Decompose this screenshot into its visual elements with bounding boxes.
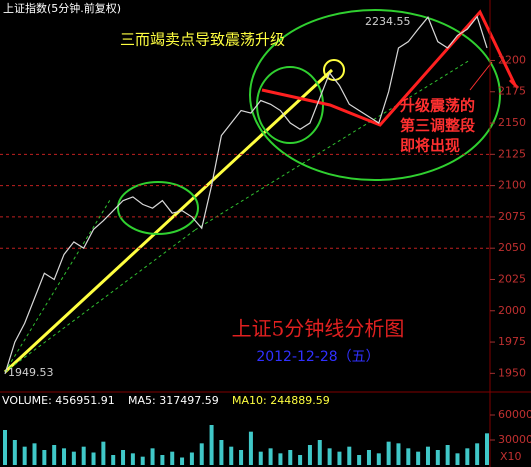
y-tick-label: 2075 bbox=[498, 210, 526, 223]
volume-bar bbox=[366, 450, 371, 465]
volume-bar bbox=[288, 450, 293, 465]
volume-bar bbox=[189, 452, 194, 465]
annotation: 第三调整段 bbox=[400, 117, 475, 135]
circle bbox=[256, 66, 324, 144]
volume-bar bbox=[435, 450, 440, 465]
volume-stat: VOLUME: 456951.91 bbox=[2, 394, 115, 407]
volume-bar bbox=[101, 441, 106, 465]
volume-bar bbox=[12, 440, 17, 465]
volume-bar bbox=[22, 446, 27, 465]
annotation: 2012-12-28（五） bbox=[256, 349, 379, 365]
volume-bar bbox=[229, 446, 234, 465]
volume-bar bbox=[248, 431, 253, 465]
y-tick-label: 2000 bbox=[498, 304, 526, 317]
high-label: 2234.55 bbox=[365, 15, 411, 28]
volume-bar bbox=[357, 455, 362, 465]
low-label: 1949.53 bbox=[8, 366, 54, 379]
volume-bar bbox=[209, 425, 214, 465]
y-tick-label: 2025 bbox=[498, 272, 526, 285]
volume-bar bbox=[416, 451, 421, 465]
y-tick-label: 2100 bbox=[498, 179, 526, 192]
volume-bar bbox=[386, 441, 391, 465]
volume-bar bbox=[327, 448, 332, 465]
volume-bar bbox=[298, 455, 303, 465]
volume-bar bbox=[239, 450, 244, 465]
annotation: 三而竭卖点导致震荡升级 bbox=[120, 31, 285, 49]
volume-bar bbox=[455, 453, 460, 465]
y-tick-label: 2050 bbox=[498, 241, 526, 254]
annotation: 即将出现 bbox=[400, 137, 460, 155]
arrow bbox=[469, 61, 493, 91]
volume-bar bbox=[475, 443, 480, 465]
volume-bar bbox=[81, 446, 86, 465]
y-tick-label: 30000 bbox=[498, 433, 531, 446]
volume-stat: MA10: 244889.59 bbox=[232, 394, 330, 407]
volume-bar bbox=[199, 443, 204, 465]
volume-bar bbox=[71, 451, 76, 465]
circle bbox=[323, 59, 345, 81]
y-tick-label: 1950 bbox=[498, 366, 526, 379]
volume-bar bbox=[170, 451, 175, 465]
volume-bar bbox=[32, 443, 37, 465]
volume-bar bbox=[376, 453, 381, 465]
volume-bar bbox=[140, 456, 145, 465]
volume-bar bbox=[278, 453, 283, 465]
volume-bar bbox=[180, 457, 185, 465]
y-tick-label: 1975 bbox=[498, 335, 526, 348]
volume-bar bbox=[160, 455, 165, 465]
price-line bbox=[4, 15, 488, 375]
volume-bar bbox=[317, 440, 322, 465]
volume-bar bbox=[425, 446, 430, 465]
y-tick-label: 2150 bbox=[498, 116, 526, 129]
volume-bar bbox=[347, 446, 352, 465]
volume-bar bbox=[111, 455, 116, 465]
volume-bar bbox=[485, 433, 489, 465]
arrow-head bbox=[508, 78, 520, 90]
annotation: 上证5分钟线分析图 bbox=[232, 317, 405, 341]
circle bbox=[249, 9, 501, 181]
volume-bar bbox=[406, 448, 411, 465]
support-line bbox=[4, 199, 111, 373]
annotation: 升级震荡的 bbox=[400, 97, 475, 115]
volume-bar bbox=[268, 448, 273, 465]
volume-bar bbox=[3, 430, 7, 465]
volume-bar bbox=[130, 453, 135, 465]
y-tick-label: 60000 bbox=[498, 408, 531, 421]
y-tick-label: 2200 bbox=[498, 53, 526, 66]
volume-bar bbox=[445, 445, 450, 465]
volume-bar bbox=[396, 443, 401, 465]
volume-bar bbox=[219, 440, 224, 465]
y-tick-label: 2125 bbox=[498, 147, 526, 160]
zigzag bbox=[261, 9, 517, 127]
volume-bar bbox=[258, 451, 263, 465]
y-tick-label: 2175 bbox=[498, 85, 526, 98]
volume-bar bbox=[150, 448, 155, 465]
volume-bar bbox=[307, 445, 312, 465]
chart-title: 上证指数(5分钟.前复权) bbox=[3, 1, 121, 15]
volume-bar bbox=[91, 452, 96, 465]
volume-bar bbox=[337, 451, 342, 465]
volume-stat: MA5: 317497.59 bbox=[128, 394, 219, 407]
volume-bar bbox=[62, 448, 67, 465]
trend-line bbox=[3, 68, 334, 374]
volume-bar bbox=[42, 450, 47, 465]
circle bbox=[117, 181, 199, 235]
unit-label: X10 bbox=[500, 450, 522, 463]
volume-bar bbox=[465, 448, 470, 465]
volume-bar bbox=[121, 450, 126, 465]
volume-bar bbox=[52, 445, 57, 465]
